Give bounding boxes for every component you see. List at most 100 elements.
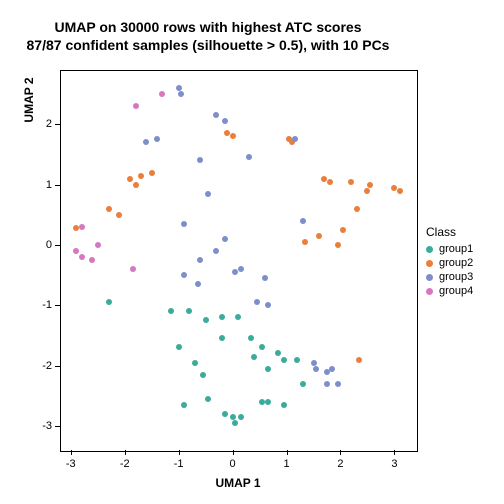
data-point bbox=[205, 191, 211, 197]
data-point bbox=[324, 381, 330, 387]
legend: Class group1group2group3group4 bbox=[426, 225, 473, 299]
data-point bbox=[143, 139, 149, 145]
data-point bbox=[300, 218, 306, 224]
x-tick-label: -1 bbox=[174, 458, 184, 470]
data-point bbox=[203, 317, 209, 323]
data-point bbox=[262, 275, 268, 281]
data-point bbox=[149, 170, 155, 176]
x-tick-mark bbox=[125, 450, 126, 455]
data-point bbox=[205, 396, 211, 402]
y-tick-label: 0 bbox=[32, 239, 52, 251]
legend-label: group2 bbox=[439, 257, 473, 269]
data-point bbox=[186, 308, 192, 314]
legend-title: Class bbox=[426, 225, 473, 239]
data-point bbox=[275, 350, 281, 356]
data-point bbox=[248, 335, 254, 341]
data-point bbox=[335, 381, 341, 387]
data-point bbox=[106, 299, 112, 305]
legend-dot-icon bbox=[426, 246, 433, 253]
data-point bbox=[232, 420, 238, 426]
legend-item: group4 bbox=[426, 285, 473, 297]
data-point bbox=[265, 302, 271, 308]
data-point bbox=[327, 179, 333, 185]
legend-dot-icon bbox=[426, 274, 433, 281]
data-point bbox=[138, 173, 144, 179]
data-point bbox=[159, 91, 165, 97]
data-point bbox=[197, 157, 203, 163]
x-tick-mark bbox=[71, 450, 72, 455]
chart-container: UMAP on 30000 rows with highest ATC scor… bbox=[0, 0, 504, 504]
data-point bbox=[213, 112, 219, 118]
data-point bbox=[176, 344, 182, 350]
data-point bbox=[106, 206, 112, 212]
data-point bbox=[79, 254, 85, 260]
data-point bbox=[356, 357, 362, 363]
data-point bbox=[354, 206, 360, 212]
data-point bbox=[238, 266, 244, 272]
data-point bbox=[230, 133, 236, 139]
data-point bbox=[200, 372, 206, 378]
y-tick-label: -1 bbox=[32, 299, 52, 311]
x-tick-mark bbox=[394, 450, 395, 455]
data-point bbox=[265, 399, 271, 405]
x-tick-label: -2 bbox=[120, 458, 130, 470]
y-tick-label: -2 bbox=[32, 360, 52, 372]
plot-area bbox=[60, 70, 418, 452]
y-tick-mark bbox=[55, 245, 60, 246]
y-tick-mark bbox=[55, 366, 60, 367]
data-point bbox=[397, 188, 403, 194]
legend-dot-icon bbox=[426, 260, 433, 267]
x-tick-mark bbox=[340, 450, 341, 455]
x-tick-mark bbox=[287, 450, 288, 455]
data-point bbox=[178, 91, 184, 97]
data-point bbox=[181, 221, 187, 227]
data-point bbox=[300, 381, 306, 387]
y-tick-mark bbox=[55, 124, 60, 125]
title-line-1: UMAP on 30000 rows with highest ATC scor… bbox=[0, 18, 416, 36]
data-point bbox=[292, 136, 298, 142]
data-point bbox=[246, 154, 252, 160]
data-point bbox=[238, 414, 244, 420]
data-point bbox=[259, 344, 265, 350]
legend-label: group4 bbox=[439, 285, 473, 297]
data-point bbox=[219, 314, 225, 320]
data-point bbox=[254, 299, 260, 305]
data-point bbox=[281, 357, 287, 363]
data-point bbox=[222, 236, 228, 242]
data-point bbox=[219, 335, 225, 341]
y-tick-mark bbox=[55, 426, 60, 427]
legend-item: group1 bbox=[426, 243, 473, 255]
data-point bbox=[154, 136, 160, 142]
x-tick-label: 1 bbox=[283, 458, 289, 470]
data-point bbox=[133, 182, 139, 188]
x-tick-mark bbox=[179, 450, 180, 455]
data-point bbox=[265, 366, 271, 372]
title-line-2: 87/87 confident samples (silhouette > 0.… bbox=[0, 36, 416, 54]
x-axis-label: UMAP 1 bbox=[60, 476, 416, 490]
data-point bbox=[127, 176, 133, 182]
y-tick-label: -3 bbox=[32, 420, 52, 432]
data-point bbox=[73, 225, 79, 231]
data-point bbox=[89, 257, 95, 263]
data-point bbox=[302, 239, 308, 245]
legend-dot-icon bbox=[426, 288, 433, 295]
data-point bbox=[251, 354, 257, 360]
x-tick-label: -3 bbox=[66, 458, 76, 470]
y-tick-label: 1 bbox=[32, 179, 52, 191]
data-point bbox=[335, 242, 341, 248]
data-point bbox=[116, 212, 122, 218]
x-tick-label: 2 bbox=[337, 458, 343, 470]
data-point bbox=[316, 233, 322, 239]
data-point bbox=[281, 402, 287, 408]
legend-label: group1 bbox=[439, 243, 473, 255]
y-tick-mark bbox=[55, 305, 60, 306]
data-point bbox=[181, 272, 187, 278]
x-tick-mark bbox=[233, 450, 234, 455]
data-point bbox=[197, 257, 203, 263]
data-point bbox=[313, 366, 319, 372]
data-point bbox=[348, 179, 354, 185]
data-point bbox=[195, 281, 201, 287]
data-point bbox=[340, 227, 346, 233]
data-point bbox=[168, 308, 174, 314]
data-point bbox=[222, 118, 228, 124]
